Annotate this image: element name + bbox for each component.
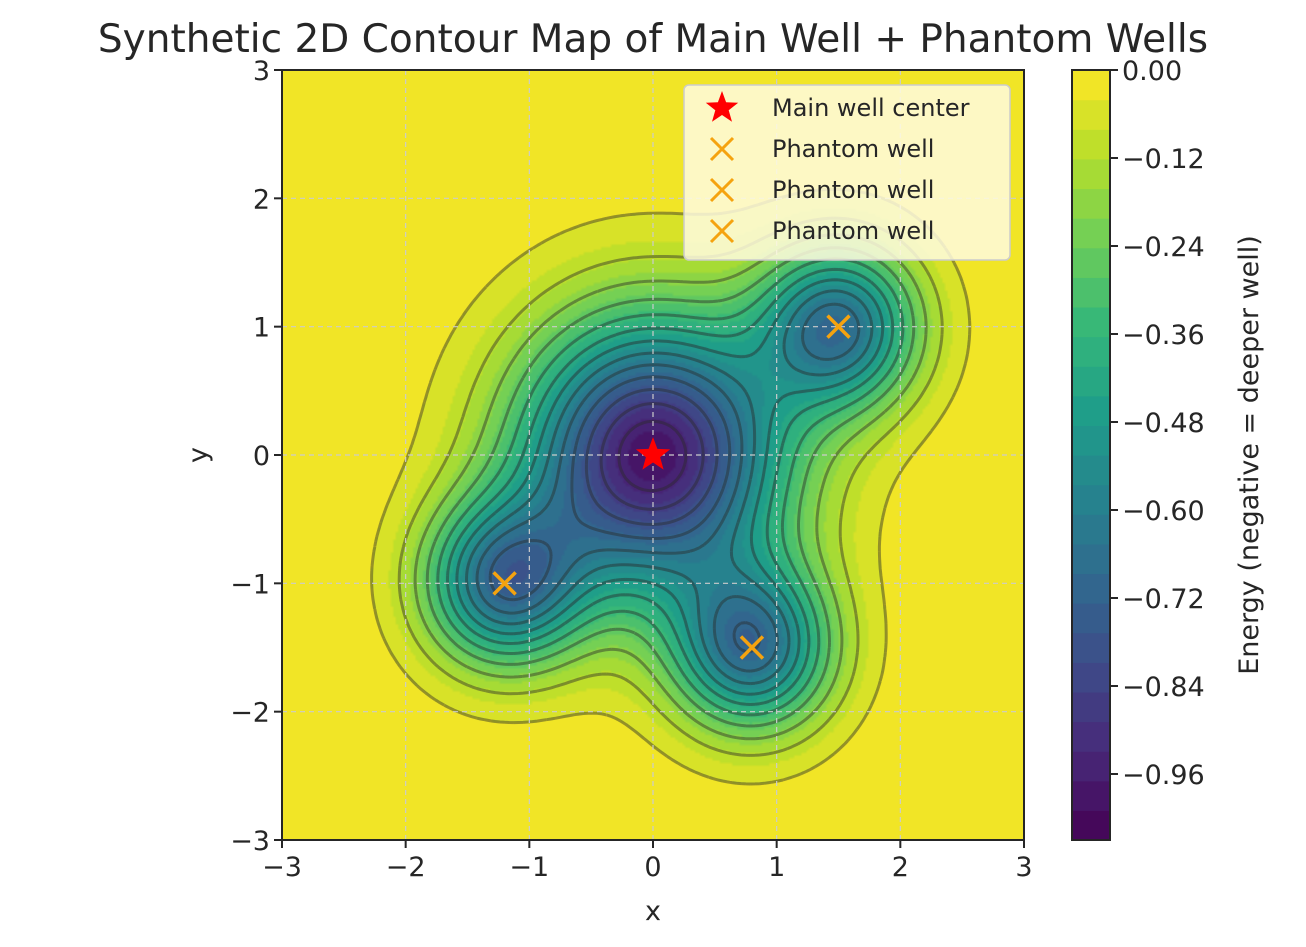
well-markers (492, 314, 851, 660)
y-tick-label: −1 (230, 569, 270, 600)
contour-line (446, 267, 895, 706)
colorbar-band (1072, 514, 1110, 545)
y-tick-label: 1 (253, 313, 270, 344)
colorbar-band (1072, 721, 1110, 752)
colorbar-band (1072, 188, 1110, 219)
colorbar-band (1072, 751, 1110, 782)
colorbar-band (1072, 158, 1110, 190)
colorbar-tick-label: −0.60 (1122, 496, 1205, 527)
x-tick-label: −3 (262, 852, 302, 883)
colorbar-band (1072, 810, 1110, 841)
contour-line (599, 402, 705, 511)
legend-label: Phantom well (772, 135, 934, 163)
legend-box (683, 84, 1011, 261)
colorbar-band (1072, 780, 1110, 811)
colorbar-band (1072, 603, 1110, 634)
x-axis: −3 −2 −1 0 1 2 3 (262, 840, 1033, 883)
y-tick-label: −3 (230, 826, 270, 857)
main-well-marker (635, 437, 671, 470)
colorbar-ticks: 0.00 −0.12 −0.24 −0.36 −0.48 −0.60 −0.72 −0.84 −… (1110, 56, 1205, 791)
x-tick-label: 3 (1015, 852, 1032, 883)
colorbar-band (1072, 573, 1110, 604)
phantom-well-marker (492, 571, 517, 596)
colorbar: 0.00 −0.12 −0.24 −0.36 −0.48 −0.60 −0.72 −0.84 −… (1071, 56, 1265, 841)
colorbar-band (1072, 277, 1110, 308)
legend-x-icon (709, 136, 735, 162)
colorbar-tick-label: −0.84 (1122, 672, 1205, 703)
colorbar-band (1072, 306, 1110, 338)
colorbar-tick-label: −0.12 (1122, 144, 1205, 175)
x-tick-label: −1 (509, 852, 549, 883)
contour-lines (370, 187, 972, 786)
legend-x-icon (709, 177, 735, 203)
colorbar-tick-label: 0.00 (1122, 56, 1182, 87)
chart-title: Synthetic 2D Contour Map of Main Well + … (98, 17, 1208, 62)
phantom-well-marker (826, 314, 851, 339)
colorbar-band (1072, 632, 1110, 663)
contour-line (488, 375, 762, 654)
colorbar-band (1072, 543, 1110, 575)
colorbar-band (1072, 691, 1110, 723)
colorbar-band (1072, 247, 1110, 278)
phantom-well-marker (739, 635, 765, 660)
colorbar-bands (1072, 70, 1110, 841)
x-axis-label: x (645, 896, 661, 927)
y-tick-label: 0 (253, 441, 270, 472)
legend-star-icon (705, 91, 739, 122)
colorbar-band (1072, 484, 1110, 515)
colorbar-frame (1071, 69, 1111, 841)
contour-line (584, 387, 719, 526)
x-tick-label: 1 (768, 852, 785, 883)
colorbar-tick-label: −0.36 (1122, 320, 1205, 351)
colorbar-band (1072, 662, 1110, 693)
colorbar-band (1072, 70, 1110, 101)
colorbar-band (1072, 129, 1110, 160)
colorbar-band (1072, 366, 1110, 397)
colorbar-band (1072, 99, 1110, 130)
legend-label: Phantom well (772, 217, 934, 245)
y-tick-label: 3 (253, 56, 270, 87)
colorbar-band (1072, 218, 1110, 249)
colorbar-tick-label: −0.72 (1122, 584, 1205, 615)
colorbar-band (1072, 455, 1110, 486)
y-tick-label: −2 (230, 698, 270, 729)
y-axis: −3 −2 −1 0 1 2 3 (230, 56, 282, 857)
colorbar-band (1072, 425, 1110, 456)
x-tick-label: −2 (386, 852, 426, 883)
colorbar-tick-label: −0.24 (1122, 232, 1205, 263)
x-tick-label: 2 (892, 852, 909, 883)
legend: Main well center Phantom well Phantom well… (683, 84, 1011, 261)
legend-label: Main well center (772, 94, 970, 122)
contour-line (465, 289, 874, 686)
colorbar-band (1072, 395, 1110, 426)
y-axis-label: y (183, 447, 214, 463)
colorbar-tick-label: −0.96 (1122, 760, 1205, 791)
contour-line (455, 278, 885, 696)
colorbar-tick-label: −0.48 (1122, 408, 1205, 439)
legend-x-icon (709, 218, 735, 244)
y-tick-label: 2 (253, 184, 270, 215)
contour-line (475, 302, 861, 673)
colorbar-band (1072, 336, 1110, 367)
colorbar-label: Energy (negative = deeper well) (1234, 235, 1265, 675)
legend-label: Phantom well (772, 176, 934, 204)
x-tick-label: 0 (644, 852, 661, 883)
